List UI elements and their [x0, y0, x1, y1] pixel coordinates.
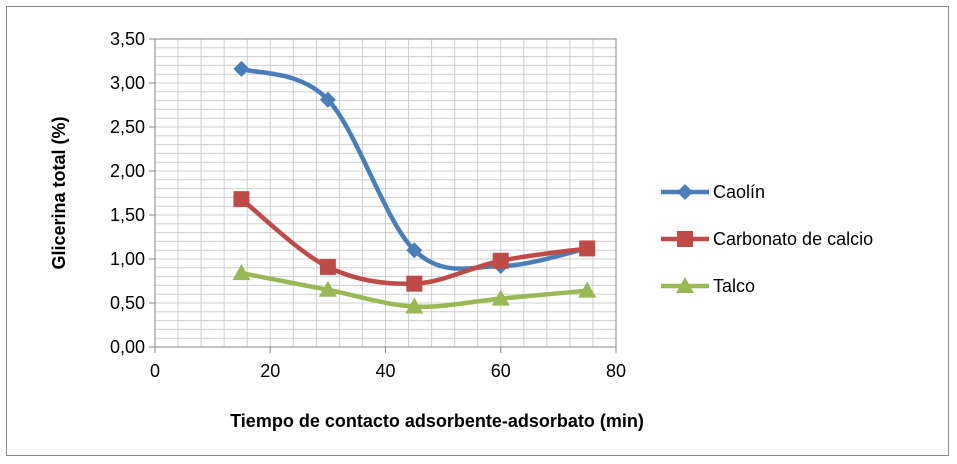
y-axis-title: Glicerina total (%)	[49, 116, 69, 269]
x-tick-label: 0	[150, 361, 160, 381]
x-axis-title: Tiempo de contacto adsorbente-adsorbato …	[230, 411, 644, 431]
data-point-talco	[491, 289, 510, 306]
legend-swatch-marker	[676, 277, 694, 293]
data-point-caolin	[406, 242, 423, 259]
y-tick-label: 2,50	[110, 117, 145, 137]
data-point-talco	[232, 264, 251, 281]
y-tick-label: 2,00	[110, 161, 145, 181]
series-line-caolin	[239, 66, 590, 271]
legend-item-caolin: Caolín	[661, 182, 765, 202]
legend-swatch-marker	[677, 231, 693, 247]
x-tick-label: 60	[491, 361, 511, 381]
legend-item-carbonato-de-calcio: Carbonato de calcio	[661, 229, 873, 249]
series-carbonato-de-calcio	[233, 191, 596, 292]
gridlines	[154, 38, 617, 348]
x-tick-label: 40	[375, 361, 395, 381]
data-point-carbonato-de-calcio	[233, 191, 250, 208]
legend-item-talco: Talco	[661, 276, 755, 296]
y-tick-label: 3,50	[110, 29, 145, 49]
y-tick-label: 3,00	[110, 73, 145, 93]
chart-area: 0,00 0,50 1,00 1,50 2,00 2,50 3,00 3,50 0 20 40 60…	[6, 6, 949, 456]
data-point-talco	[318, 280, 337, 297]
data-point-caolin	[319, 91, 336, 108]
series-talco	[232, 264, 597, 314]
legend-label: Talco	[713, 276, 755, 296]
y-tick-label: 1,50	[110, 205, 145, 225]
legend: Caolín Carbonato de calcio Talco	[661, 182, 873, 296]
y-axis-ticks: 0,00 0,50 1,00 1,50 2,00 2,50 3,00 3,50	[110, 29, 155, 357]
x-tick-label: 20	[260, 361, 280, 381]
legend-label: Caolín	[713, 182, 765, 202]
data-point-carbonato-de-calcio	[406, 275, 423, 292]
legend-swatch-marker	[677, 184, 693, 200]
data-point-carbonato-de-calcio	[319, 258, 336, 275]
series-caolin	[233, 60, 596, 275]
data-point-talco	[405, 297, 424, 314]
x-tick-label: 80	[606, 361, 626, 381]
y-tick-label: 0,00	[110, 337, 145, 357]
y-tick-label: 1,00	[110, 249, 145, 269]
series-layer	[232, 60, 597, 314]
data-point-carbonato-de-calcio	[579, 240, 596, 257]
legend-label: Carbonato de calcio	[713, 229, 873, 249]
line-chart: 0,00 0,50 1,00 1,50 2,00 2,50 3,00 3,50 0 20 40 60…	[49, 29, 873, 431]
y-tick-label: 0,50	[110, 293, 145, 313]
data-point-talco	[578, 281, 597, 298]
data-point-carbonato-de-calcio	[492, 252, 509, 269]
x-axis-ticks: 0 20 40 60 80	[150, 347, 626, 381]
data-point-caolin	[233, 60, 250, 77]
